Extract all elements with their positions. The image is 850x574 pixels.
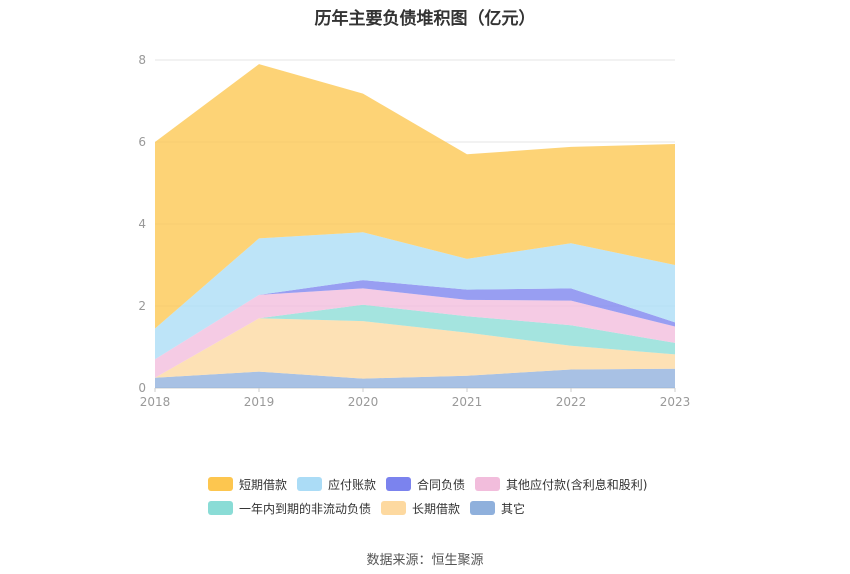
area-series-4	[155, 288, 675, 378]
y-tick-label: 0	[138, 381, 146, 395]
legend-swatch	[381, 501, 407, 515]
legend-label: 其他应付款(含利息和股利)	[506, 477, 648, 492]
x-tick-label: 2019	[244, 395, 275, 409]
chart-legend: 短期借款 应付账款 合同负债 其他应付款(含利息和股利) 一年内到期的非流动负债 长期借款…	[208, 472, 768, 520]
legend-swatch	[297, 477, 323, 491]
legend-label: 合同负债	[417, 477, 466, 492]
legend-item[interactable]: 一年内到期的非流动负债	[208, 500, 371, 517]
area-series-7	[155, 64, 675, 329]
legend-item[interactable]: 长期借款	[381, 500, 460, 517]
legend-swatch	[475, 477, 501, 491]
legend-label: 长期借款	[412, 501, 461, 516]
legend-label: 其它	[501, 501, 526, 516]
x-tick-label: 2020	[348, 395, 379, 409]
area-series-5	[155, 280, 675, 360]
y-tick-label: 2	[138, 299, 146, 313]
legend-label: 应付账款	[328, 477, 377, 492]
chart-title: 历年主要负债堆积图（亿元）	[314, 9, 536, 29]
legend-swatch	[208, 477, 233, 491]
x-tick-label: 2018	[140, 395, 171, 409]
legend-label: 一年内到期的非流动负债	[239, 501, 372, 516]
area-series-3	[155, 304, 675, 378]
legend-swatch	[386, 477, 412, 491]
area-series-6	[155, 232, 675, 360]
legend-item[interactable]: 短期借款	[208, 476, 287, 493]
x-tick-label: 2022	[556, 395, 587, 409]
x-tick-label: 2023	[660, 395, 691, 409]
area-series-2	[155, 318, 675, 379]
legend-swatch	[208, 501, 233, 515]
legend-item[interactable]: 合同负债	[386, 476, 465, 493]
legend-row: 短期借款 应付账款 合同负债 其他应付款(含利息和股利)	[208, 472, 768, 496]
area-series-1	[155, 368, 675, 388]
data-source-note: 数据来源：恒生聚源	[366, 553, 484, 568]
y-tick-label: 6	[138, 135, 146, 149]
y-tick-label: 8	[138, 53, 146, 67]
legend-item[interactable]: 应付账款	[297, 476, 376, 493]
legend-row: 一年内到期的非流动负债 长期借款 其它	[208, 496, 768, 520]
legend-label: 短期借款	[239, 477, 288, 492]
legend-swatch	[470, 501, 496, 515]
y-tick-label: 4	[138, 217, 146, 231]
x-tick-label: 2021	[452, 395, 483, 409]
legend-item[interactable]: 其它	[470, 500, 525, 517]
legend-item[interactable]: 其他应付款(含利息和股利)	[475, 476, 647, 493]
